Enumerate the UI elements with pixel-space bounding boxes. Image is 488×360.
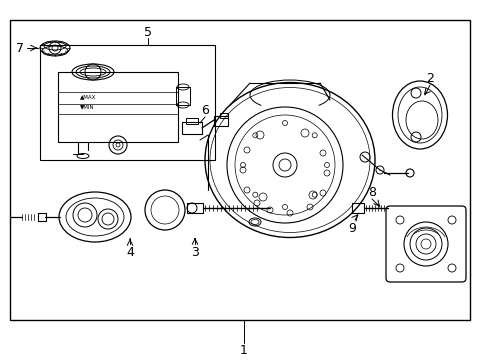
- Bar: [10, 20, 469, 320]
- Text: 7: 7: [16, 41, 24, 54]
- Bar: [38, 213, 46, 221]
- Text: 8: 8: [367, 185, 375, 198]
- Bar: [40, 45, 215, 160]
- Text: ▼MIN: ▼MIN: [80, 104, 95, 109]
- Text: 4: 4: [126, 246, 134, 258]
- Text: 5: 5: [143, 26, 152, 39]
- Text: 1: 1: [240, 343, 247, 356]
- Bar: [58, 72, 178, 142]
- Text: 3: 3: [191, 246, 199, 258]
- Bar: [351, 203, 363, 213]
- Bar: [214, 116, 227, 126]
- Bar: [220, 113, 227, 118]
- FancyBboxPatch shape: [385, 206, 465, 282]
- Text: 6: 6: [201, 104, 208, 117]
- Text: 9: 9: [347, 221, 355, 234]
- Bar: [176, 87, 190, 105]
- Bar: [186, 203, 203, 213]
- Text: 2: 2: [425, 72, 433, 85]
- Bar: [182, 122, 202, 134]
- Text: ▲MAX: ▲MAX: [80, 94, 96, 99]
- Bar: [185, 118, 198, 124]
